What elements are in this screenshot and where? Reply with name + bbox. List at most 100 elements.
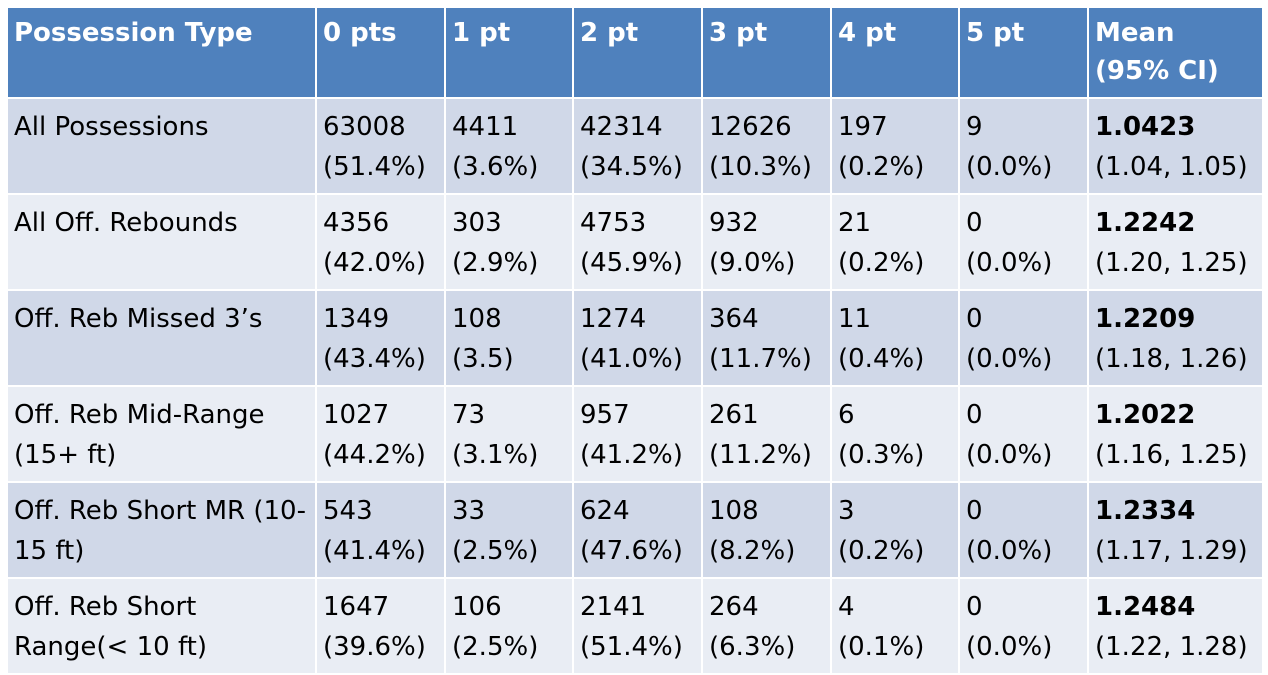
table-row: Off. Reb Missed 3’s 1349 (43.4%) 108 (3.5) 12… [6, 289, 1264, 387]
table-body: All Possessions 63008 (51.4%) 4411 (3.6%) 423… [6, 97, 1264, 675]
mean-value: 1.2022 [1095, 400, 1196, 430]
count-cell: 4 (0.1%) [830, 577, 960, 675]
column-header: 1 pt [444, 6, 574, 99]
count-value: 2141 [580, 592, 647, 622]
count-percent: (0.1%) [838, 632, 925, 662]
count-cell: 0 (0.0%) [958, 385, 1089, 483]
count-cell: 0 (0.0%) [958, 577, 1089, 675]
count-value: 73 [452, 400, 486, 430]
count-value: 1647 [323, 592, 390, 622]
count-value: 106 [452, 592, 502, 622]
count-cell: 9 (0.0%) [958, 97, 1089, 195]
count-percent: (11.7%) [709, 344, 812, 374]
count-value: 4 [838, 592, 855, 622]
count-percent: (34.5%) [580, 152, 683, 182]
count-value: 0 [966, 400, 983, 430]
count-value: 11 [838, 304, 872, 334]
column-header: 2 pt [572, 6, 703, 99]
count-cell: 543 (41.4%) [315, 481, 446, 579]
count-percent: (0.4%) [838, 344, 925, 374]
count-value: 4356 [323, 208, 390, 238]
count-value: 21 [838, 208, 872, 238]
mean-cell: 1.2022 (1.16, 1.25) [1087, 385, 1264, 483]
count-value: 4411 [452, 112, 519, 142]
count-cell: 73 (3.1%) [444, 385, 574, 483]
count-percent: (41.2%) [580, 440, 683, 470]
count-cell: 108 (8.2%) [701, 481, 832, 579]
count-value: 12626 [709, 112, 792, 142]
count-value: 624 [580, 496, 630, 526]
count-percent: (42.0%) [323, 248, 426, 278]
count-percent: (11.2%) [709, 440, 812, 470]
count-value: 1349 [323, 304, 390, 334]
count-value: 932 [709, 208, 759, 238]
count-value: 33 [452, 496, 486, 526]
mean-value: 1.2484 [1095, 592, 1196, 622]
count-percent: (41.4%) [323, 536, 426, 566]
count-cell: 42314 (34.5%) [572, 97, 703, 195]
confidence-interval: (1.17, 1.29) [1095, 536, 1248, 566]
count-percent: (45.9%) [580, 248, 683, 278]
count-percent: (43.4%) [323, 344, 426, 374]
count-cell: 0 (0.0%) [958, 193, 1089, 291]
confidence-interval: (1.18, 1.26) [1095, 344, 1248, 374]
count-percent: (0.2%) [838, 536, 925, 566]
count-cell: 364 (11.7%) [701, 289, 832, 387]
count-percent: (41.0%) [580, 344, 683, 374]
count-percent: (9.0%) [709, 248, 796, 278]
count-value: 364 [709, 304, 759, 334]
confidence-interval: (1.04, 1.05) [1095, 152, 1248, 182]
possession-type-cell: All Off. Rebounds [6, 193, 317, 291]
count-percent: (10.3%) [709, 152, 812, 182]
count-value: 6 [838, 400, 855, 430]
count-percent: (0.0%) [966, 440, 1053, 470]
mean-value: 1.2242 [1095, 208, 1196, 238]
mean-cell: 1.2484 (1.22, 1.28) [1087, 577, 1264, 675]
count-value: 264 [709, 592, 759, 622]
possession-type-cell: All Possessions [6, 97, 317, 195]
mean-cell: 1.2242 (1.20, 1.25) [1087, 193, 1264, 291]
count-percent: (8.2%) [709, 536, 796, 566]
count-percent: (6.3%) [709, 632, 796, 662]
confidence-interval: (1.20, 1.25) [1095, 248, 1248, 278]
column-header: 3 pt [701, 6, 832, 99]
count-cell: 0 (0.0%) [958, 481, 1089, 579]
count-cell: 21 (0.2%) [830, 193, 960, 291]
count-cell: 303 (2.9%) [444, 193, 574, 291]
count-cell: 0 (0.0%) [958, 289, 1089, 387]
mean-value: 1.2334 [1095, 496, 1196, 526]
count-value: 4753 [580, 208, 647, 238]
count-value: 3 [838, 496, 855, 526]
count-percent: (0.0%) [966, 344, 1053, 374]
mean-value: 1.2209 [1095, 304, 1196, 334]
count-percent: (2.5%) [452, 632, 539, 662]
header-row: Possession Type 0 pts 1 pt 2 pt 3 pt 4 pt 5 pt… [6, 6, 1264, 99]
count-percent: (0.0%) [966, 632, 1053, 662]
count-percent: (0.0%) [966, 536, 1053, 566]
column-header: Possession Type [6, 6, 317, 99]
count-percent: (51.4%) [323, 152, 426, 182]
count-cell: 4411 (3.6%) [444, 97, 574, 195]
table-row: Off. Reb Short MR (10-15 ft) 543 (41.4%) 33… [6, 481, 1264, 579]
count-cell: 12626 (10.3%) [701, 97, 832, 195]
count-cell: 1349 (43.4%) [315, 289, 446, 387]
count-percent: (3.6%) [452, 152, 539, 182]
count-value: 261 [709, 400, 759, 430]
count-cell: 4356 (42.0%) [315, 193, 446, 291]
count-value: 0 [966, 208, 983, 238]
column-header: 4 pt [830, 6, 960, 99]
count-cell: 957 (41.2%) [572, 385, 703, 483]
count-percent: (39.6%) [323, 632, 426, 662]
possession-type-cell: Off. Reb Short Range(< 10 ft) [6, 577, 317, 675]
table-row: Off. Reb Mid-Range (15+ ft) 1027 (44.2%) 73… [6, 385, 1264, 483]
count-cell: 1274 (41.0%) [572, 289, 703, 387]
count-value: 1274 [580, 304, 647, 334]
count-percent: (51.4%) [580, 632, 683, 662]
column-header: 0 pts [315, 6, 446, 99]
table-row: All Off. Rebounds 4356 (42.0%) 303 (2.9%) 475… [6, 193, 1264, 291]
possession-type-cell: Off. Reb Missed 3’s [6, 289, 317, 387]
count-value: 197 [838, 112, 888, 142]
count-cell: 197 (0.2%) [830, 97, 960, 195]
count-value: 0 [966, 304, 983, 334]
count-percent: (0.2%) [838, 152, 925, 182]
